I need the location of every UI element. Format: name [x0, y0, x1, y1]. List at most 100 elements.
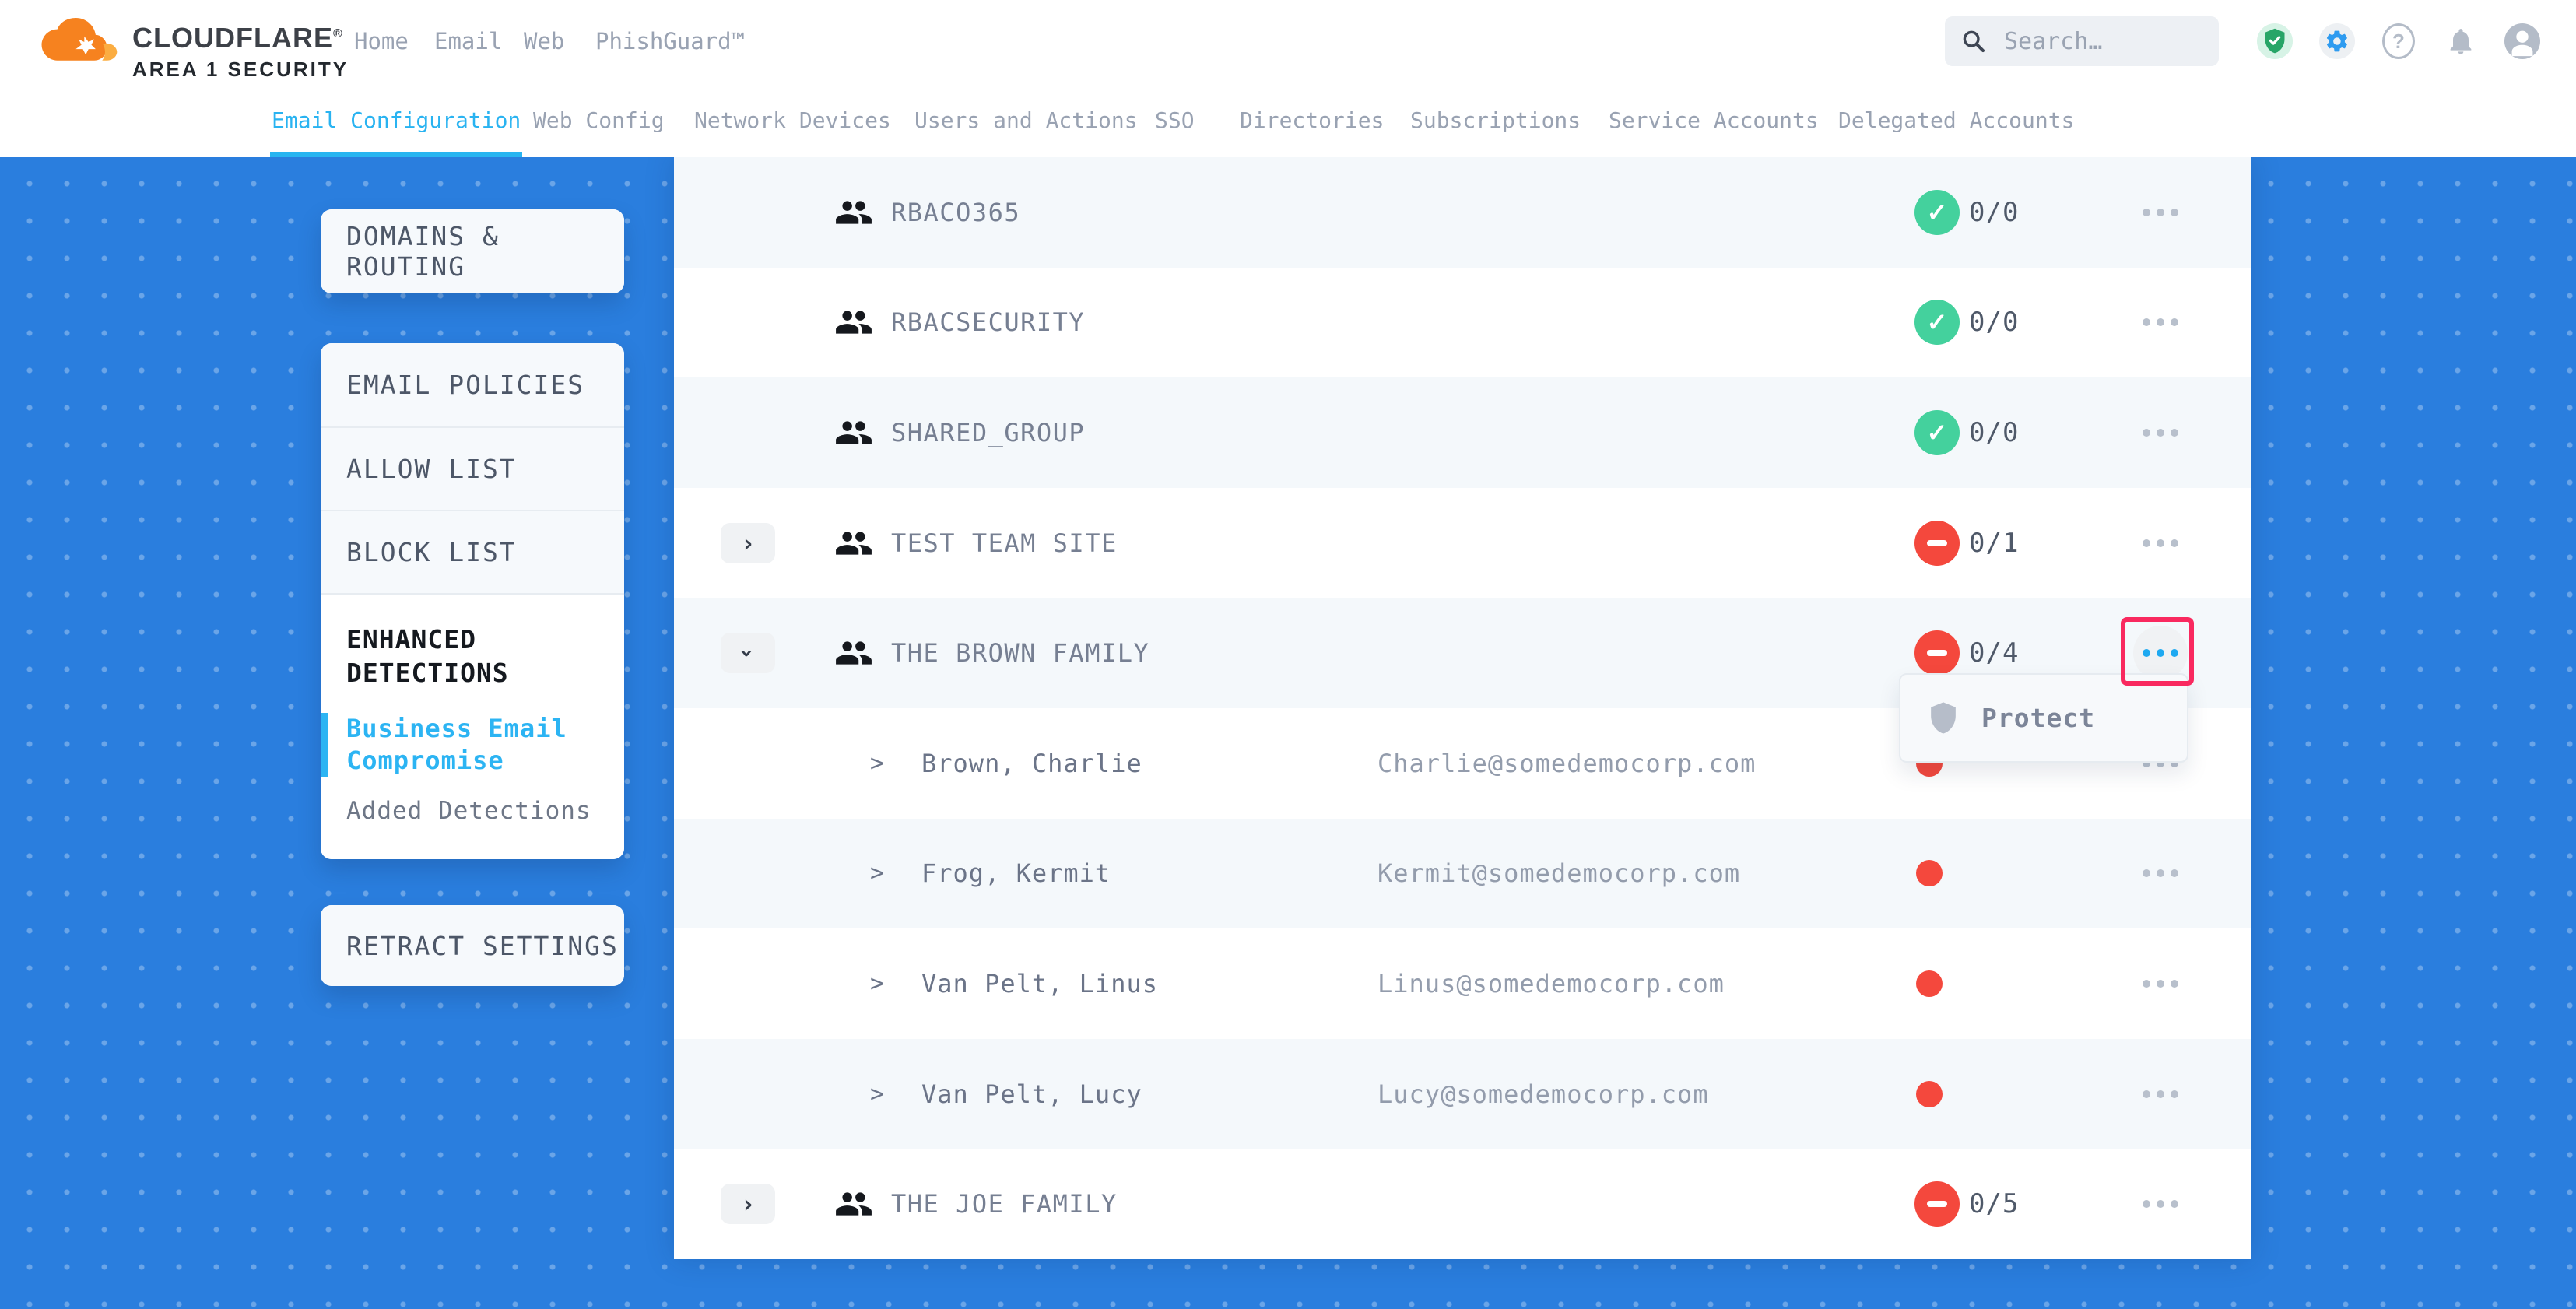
group-name: RBACSECURITY: [891, 307, 1086, 338]
tab-email-configuration[interactable]: Email Configuration: [269, 82, 523, 157]
minus-glyph: [1927, 539, 1947, 546]
row-menu-button[interactable]: [2133, 1177, 2188, 1231]
ellipsis-dot: [2157, 979, 2164, 988]
group-icon: [834, 303, 873, 342]
group-icon: [834, 633, 873, 672]
tab-network-devices[interactable]: Network Devices: [694, 107, 891, 133]
ellipsis-dot: [2143, 208, 2150, 216]
chevron-right-icon: >: [870, 1080, 885, 1108]
member-status-dot: [1916, 1080, 1943, 1107]
top-bar: CLOUDFLARE® AREA 1 SECURITY Home Email Web…: [0, 0, 2576, 82]
ellipsis-dot: [2171, 428, 2178, 437]
search-box: [1945, 16, 2219, 66]
group-icon: [834, 1184, 873, 1223]
check-glyph: ✓: [1926, 308, 1948, 337]
sidebar-item-domains-routing[interactable]: DOMAINS & ROUTING: [321, 209, 624, 293]
check-glyph: ✓: [1926, 418, 1948, 447]
expand-button[interactable]: ›: [721, 522, 775, 563]
protect-menu-popup[interactable]: Protect: [1899, 673, 2188, 763]
member-row: > Frog, Kermit Kermit@somedemocorp.com: [674, 818, 2251, 929]
sidebar-card-domains-routing: DOMAINS & ROUTING: [321, 209, 624, 293]
status-fail-icon: [1914, 520, 1960, 566]
help-icon[interactable]: ?: [2382, 23, 2415, 59]
group-icon: [834, 524, 873, 563]
ellipsis-dot: [2157, 1200, 2164, 1209]
brand-name: CLOUDFLARE®: [132, 22, 343, 54]
ellipsis-dot: [2157, 759, 2164, 767]
row-menu-button[interactable]: [2133, 736, 2188, 791]
top-nav-web[interactable]: Web: [524, 28, 565, 54]
sidebar-item-enhanced-detections[interactable]: ENHANCED DETECTIONS: [346, 624, 509, 688]
row-menu-button[interactable]: [2133, 516, 2188, 570]
cloudflare-cloud-icon: [41, 17, 118, 61]
sidebar-item-retract-settings[interactable]: RETRACT SETTINGS: [321, 905, 624, 986]
row-menu-button[interactable]: [2133, 295, 2188, 349]
minus-glyph: [1927, 1201, 1947, 1208]
member-name: Van Pelt, Linus: [921, 968, 1158, 998]
row-menu-button[interactable]: [2133, 185, 2188, 240]
group-icon: [834, 193, 873, 232]
row-menu-button[interactable]: [2133, 626, 2188, 681]
shield-check-icon[interactable]: [2257, 23, 2293, 59]
tab-subscriptions[interactable]: Subscriptions: [1410, 107, 1581, 133]
protected-count: 0/0: [1969, 416, 2020, 448]
ellipsis-dot: [2143, 759, 2150, 767]
group-row: › THE JOE FAMILY 0/5: [674, 1149, 2251, 1259]
member-email: Kermit@somedemocorp.com: [1377, 858, 1741, 889]
group-row: RBACO365 ✓ 0/0: [674, 157, 2251, 268]
sidebar-item-block-list[interactable]: BLOCK LIST: [321, 510, 624, 593]
row-menu-button[interactable]: [2133, 846, 2188, 900]
search-input[interactable]: [2002, 26, 2197, 56]
collapse-button[interactable]: ›: [721, 633, 775, 674]
check-glyph: ✓: [1926, 198, 1948, 226]
protect-shield-icon: [1931, 701, 1956, 733]
member-name: Van Pelt, Lucy: [921, 1079, 1142, 1109]
gear-icon[interactable]: [2319, 23, 2355, 59]
sidebar-item-added-detections[interactable]: Added Detections: [346, 797, 591, 825]
tab-directories[interactable]: Directories: [1240, 107, 1385, 133]
member-status-dot: [1916, 970, 1943, 997]
group-name: RBACO365: [891, 197, 1021, 227]
protected-count: 0/0: [1969, 196, 2020, 228]
sidebar-item-allow-list[interactable]: ALLOW LIST: [321, 426, 624, 510]
ellipsis-dot: [2143, 979, 2150, 988]
tab-delegated-accounts[interactable]: Delegated Accounts: [1838, 107, 2075, 133]
protected-count: 0/0: [1969, 307, 2020, 339]
row-menu-button[interactable]: [2133, 956, 2188, 1011]
ellipsis-dot: [2143, 318, 2150, 327]
top-nav-email[interactable]: Email: [434, 28, 503, 54]
top-nav-home[interactable]: Home: [354, 28, 409, 54]
status-pass-icon: ✓: [1914, 189, 1960, 235]
member-row: > Van Pelt, Lucy Lucy@somedemocorp.com: [674, 1038, 2251, 1149]
bell-icon[interactable]: [2443, 23, 2479, 59]
member-status-dot: [1916, 860, 1943, 887]
ellipsis-dot: [2143, 428, 2150, 437]
ellipsis-dot: [2157, 1090, 2164, 1098]
group-name: SHARED_GROUP: [891, 417, 1086, 447]
chevron-right-icon: >: [870, 859, 885, 887]
ellipsis-dot: [2157, 318, 2164, 327]
sidebar-item-email-policies[interactable]: EMAIL POLICIES: [321, 343, 624, 426]
ellipsis-dot: [2143, 539, 2150, 547]
expand-button[interactable]: ›: [721, 1184, 775, 1225]
chevron-right-icon: ›: [740, 1189, 756, 1220]
avatar-icon[interactable]: [2504, 23, 2540, 59]
status-fail-icon: [1914, 630, 1960, 676]
protect-menu-label: Protect: [1981, 703, 2096, 733]
tab-service-accounts[interactable]: Service Accounts: [1609, 107, 1819, 133]
chevron-down-icon: ›: [732, 645, 763, 661]
tab-users-and-actions[interactable]: Users and Actions: [914, 107, 1138, 133]
groups-table: RBACO365 ✓ 0/0 RBACSECURITY ✓ 0/0 SHARED_GROUP…: [674, 157, 2251, 1259]
status-pass-icon: ✓: [1914, 409, 1960, 455]
top-nav-phishguard[interactable]: PhishGuard™: [595, 28, 746, 54]
tab-sso[interactable]: SSO: [1155, 107, 1195, 133]
member-name: Brown, Charlie: [921, 748, 1142, 778]
ellipsis-dot: [2171, 649, 2178, 658]
ellipsis-dot: [2143, 1200, 2150, 1209]
sidebar-item-business-email-compromise[interactable]: Business Email Compromise: [321, 713, 570, 777]
row-menu-button[interactable]: [2133, 1067, 2188, 1121]
ellipsis-dot: [2171, 539, 2178, 547]
row-menu-button[interactable]: [2133, 405, 2188, 460]
cloudflare-logo[interactable]: CLOUDFLARE® AREA 1 SECURITY: [33, 8, 360, 81]
tab-web-config[interactable]: Web Config: [533, 107, 665, 133]
